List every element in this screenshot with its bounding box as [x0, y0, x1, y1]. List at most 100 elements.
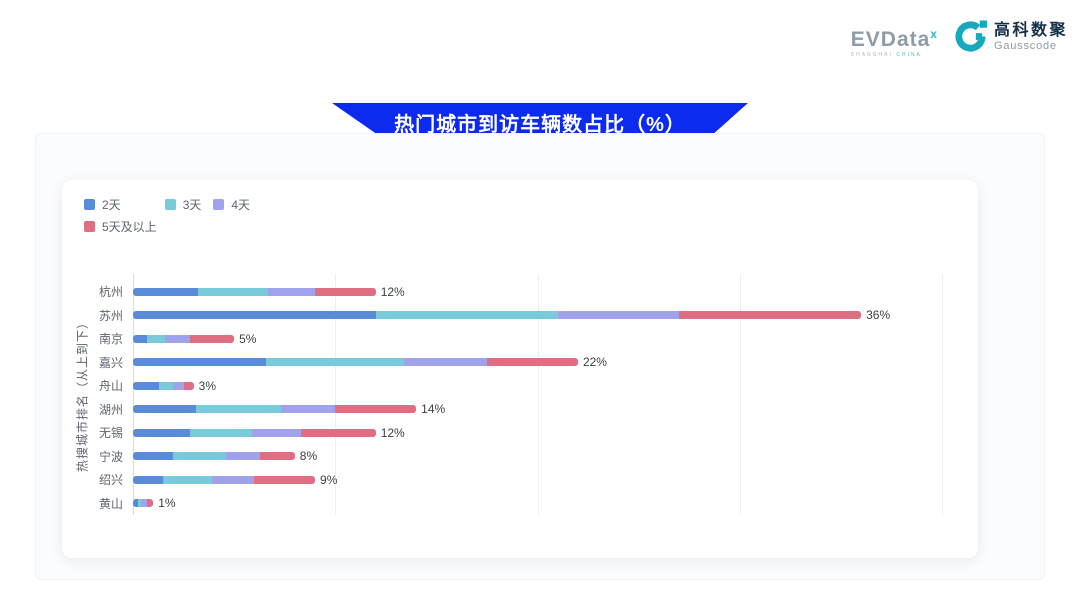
evdata-subtext: SHANGHAI CHINA: [850, 52, 922, 58]
bar-segment: [173, 452, 227, 461]
category-label: 南京: [98, 332, 123, 347]
bar-segment: [266, 358, 404, 367]
gausscode-cn: 高科数聚: [993, 21, 1068, 39]
bar-segment: [163, 475, 212, 484]
stacked-bar: [133, 311, 862, 320]
bar-segment: [403, 358, 487, 367]
gridline: [942, 274, 943, 515]
chart-row: 湖州 14%: [99, 398, 942, 422]
category-label: 绍兴: [98, 473, 123, 488]
bar-value-label: 36%: [866, 308, 891, 323]
bar-segment: [314, 287, 376, 296]
bar-segment: [133, 475, 164, 484]
legend-item[interactable]: 3天: [164, 196, 202, 213]
bar-segment: [557, 311, 680, 320]
bar-value-label: 1%: [158, 496, 176, 511]
bar-segment: [268, 287, 315, 296]
chart-row: 舟山 3%: [99, 374, 942, 398]
legend-label: 2天: [102, 198, 121, 212]
stacked-bar: [133, 405, 417, 414]
bar-value-label: 8%: [299, 449, 318, 464]
bar-segment: [133, 428, 190, 437]
bar-segment: [138, 499, 142, 508]
legend-label: 3天: [182, 198, 202, 212]
legend-item[interactable]: 2天: [84, 196, 121, 213]
chart-row: 杭州 12%: [99, 280, 942, 304]
legend-swatch: [84, 199, 95, 210]
legend-item[interactable]: 4天: [213, 196, 250, 213]
bar-segment: [133, 452, 174, 461]
bar-segment: [679, 311, 862, 320]
gausscode-text: 高科数聚 Gausscode: [994, 22, 1068, 52]
gausscode-logo: 高科数聚 Gausscode: [954, 20, 1068, 53]
bar-segment: [133, 334, 148, 343]
category-label: 黄山: [98, 496, 123, 511]
chart-row: 嘉兴 22%: [99, 351, 942, 375]
bar-segment: [173, 381, 184, 390]
header-logos: EVDatax SHANGHAI CHINA 高科数聚 Gausscode: [851, 20, 1068, 58]
chart-rows: 杭州 12% 苏州 36% 南京 5% 嘉兴 22% 舟山 3% 湖州 14% 无锡 12% 宁波 8% 绍兴 9…: [99, 280, 942, 516]
chart-row: 苏州 36%: [99, 304, 942, 328]
bar-segment: [189, 428, 253, 437]
legend-row: 2天 3天 4天: [84, 196, 262, 213]
bar-segment: [254, 475, 315, 484]
chart-row: 绍兴 9%: [99, 468, 942, 492]
bar-segment: [147, 499, 154, 508]
stacked-bar: [133, 428, 376, 437]
chart-row: 无锡 12%: [99, 421, 942, 445]
bar-segment: [183, 381, 194, 390]
stacked-bar: [133, 381, 194, 390]
legend-row: 5天及以上: [84, 218, 262, 235]
bar-value-label: 3%: [198, 378, 217, 393]
gridline: [739, 274, 741, 515]
bar-segment: [280, 405, 336, 414]
chart-title: 热门城市到访车辆数占比（%）: [394, 114, 686, 136]
bar-value-label: 5%: [239, 331, 257, 346]
stacked-bar: [133, 499, 154, 508]
category-label: 嘉兴: [98, 355, 123, 370]
category-label: 无锡: [98, 426, 123, 441]
bar-segment: [159, 381, 174, 390]
bar-segment: [141, 499, 148, 508]
bar-segment: [133, 287, 198, 296]
bar-value-label: 12%: [380, 425, 405, 440]
stacked-bar: [133, 334, 235, 343]
chart-legend: 2天 3天 4天 5天及以上: [84, 196, 262, 240]
stacked-bar: [133, 475, 315, 484]
bar-segment: [375, 311, 558, 320]
bar-segment: [252, 428, 301, 437]
bar-value-label: 12%: [380, 284, 405, 299]
bar-segment: [195, 405, 281, 414]
bar-segment: [335, 405, 417, 414]
plot-area: 杭州 12% 苏州 36% 南京 5% 嘉兴 22% 舟山 3% 湖州 14% 无锡 12% 宁波 8% 绍兴 9…: [99, 274, 943, 516]
category-label: 湖州: [98, 402, 123, 417]
category-label: 苏州: [98, 308, 123, 323]
stacked-bar: [133, 452, 295, 461]
evdata-logo: EVDatax SHANGHAI CHINA: [851, 20, 938, 58]
stacked-bar: [133, 287, 376, 296]
bar-value-label: 14%: [421, 402, 446, 417]
stacked-bar: [133, 358, 578, 367]
bar-value-label: 22%: [582, 355, 607, 370]
chart-card: 2天 3天 4天 5天及以上 热搜城市排名（从上到下） 杭州 12% 苏州 36% 南京 5% 嘉…: [62, 180, 978, 558]
legend-item[interactable]: 5天及以上: [84, 218, 157, 235]
y-axis-line: [133, 274, 134, 515]
bar-segment: [165, 334, 190, 343]
category-label: 杭州: [98, 285, 123, 300]
bar-segment: [133, 381, 160, 390]
legend-label: 4天: [231, 198, 251, 212]
gausscode-en: Gausscode: [993, 39, 1057, 52]
legend-swatch: [164, 199, 176, 210]
category-label: 舟山: [98, 379, 123, 394]
gridline: [537, 274, 539, 515]
bar-segment: [133, 499, 139, 508]
category-label: 宁波: [98, 449, 123, 464]
bar-segment: [486, 358, 578, 367]
gridline: [335, 274, 337, 515]
gausscode-g-icon: [955, 20, 987, 52]
legend-swatch: [84, 221, 95, 232]
chart-row: 黄山 1%: [99, 492, 942, 516]
chart-row: 南京 5%: [99, 327, 942, 351]
evdata-wordmark: EVDatax: [850, 27, 938, 51]
